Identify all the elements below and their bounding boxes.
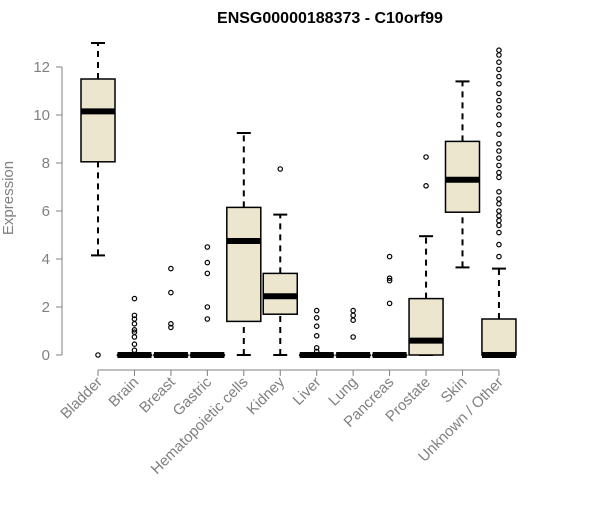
box-gastric bbox=[190, 245, 224, 356]
outlier-point bbox=[497, 142, 501, 146]
outlier-point bbox=[315, 324, 319, 328]
outlier-point bbox=[387, 254, 391, 258]
outlier-point bbox=[96, 353, 100, 357]
outlier-point bbox=[497, 106, 501, 110]
outlier-point bbox=[205, 271, 209, 275]
outlier-point bbox=[497, 214, 501, 218]
box-hematopoietic-cells bbox=[227, 133, 261, 355]
y-tick-label: 12 bbox=[33, 59, 50, 76]
box-pancreas bbox=[373, 254, 407, 355]
outlier-point bbox=[497, 132, 501, 136]
box-lung bbox=[336, 308, 370, 355]
outlier-point bbox=[497, 242, 501, 246]
outlier-point bbox=[497, 230, 501, 234]
outlier-point bbox=[132, 348, 136, 352]
box-unknown-other bbox=[482, 48, 516, 355]
box-bladder bbox=[81, 43, 115, 357]
x-tick-label: Kidney bbox=[244, 373, 289, 418]
box-kidney bbox=[263, 167, 297, 355]
outlier-point bbox=[497, 122, 501, 126]
outlier-point bbox=[205, 260, 209, 264]
y-tick-label: 0 bbox=[42, 347, 50, 364]
outlier-point bbox=[387, 301, 391, 305]
outlier-point bbox=[497, 223, 501, 227]
outlier-point bbox=[497, 175, 501, 179]
outlier-point bbox=[351, 335, 355, 339]
outlier-point bbox=[497, 254, 501, 258]
outlier-point bbox=[424, 184, 428, 188]
outlier-point bbox=[132, 342, 136, 346]
outlier-point bbox=[205, 317, 209, 321]
outlier-point bbox=[497, 98, 501, 102]
box-prostate bbox=[409, 155, 443, 355]
box-iqr bbox=[81, 79, 115, 162]
outlier-point bbox=[497, 60, 501, 64]
y-tick-label: 4 bbox=[42, 251, 50, 268]
outlier-point bbox=[497, 74, 501, 78]
y-axis-label: Expression bbox=[0, 161, 17, 235]
outlier-point bbox=[497, 156, 501, 160]
outlier-point bbox=[497, 48, 501, 52]
outlier-point bbox=[205, 245, 209, 249]
outlier-point bbox=[497, 170, 501, 174]
outlier-point bbox=[351, 313, 355, 317]
x-tick-label: Liver bbox=[290, 374, 325, 409]
chart-title: ENSG00000188373 - C10orf99 bbox=[217, 10, 443, 27]
outlier-point bbox=[132, 335, 136, 339]
outlier-point bbox=[169, 290, 173, 294]
y-tick-label: 8 bbox=[42, 155, 50, 172]
outlier-point bbox=[497, 163, 501, 167]
outlier-point bbox=[497, 209, 501, 213]
outlier-point bbox=[278, 167, 282, 171]
outlier-point bbox=[132, 296, 136, 300]
box-breast bbox=[154, 266, 188, 355]
outlier-point bbox=[497, 91, 501, 95]
outlier-point bbox=[497, 113, 501, 117]
outlier-point bbox=[315, 308, 319, 312]
y-tick-label: 6 bbox=[42, 203, 50, 220]
box-brain bbox=[117, 296, 151, 355]
box-iqr bbox=[446, 141, 480, 212]
outlier-point bbox=[497, 53, 501, 57]
box-iqr bbox=[227, 207, 261, 321]
outlier-point bbox=[497, 82, 501, 86]
x-tick-label: Skin bbox=[438, 374, 471, 407]
outlier-point bbox=[497, 190, 501, 194]
x-tick-label: Bladder bbox=[57, 374, 106, 423]
y-tick-label: 2 bbox=[42, 299, 50, 316]
box-iqr bbox=[482, 319, 516, 355]
box-skin bbox=[446, 81, 480, 267]
outlier-point bbox=[497, 218, 501, 222]
outlier-point bbox=[351, 308, 355, 312]
outlier-point bbox=[497, 67, 501, 71]
outlier-point bbox=[497, 202, 501, 206]
boxplot-chart: ENSG00000188373 - C10orf99 Expression 0 2… bbox=[0, 0, 600, 500]
outlier-point bbox=[315, 334, 319, 338]
outlier-point bbox=[497, 149, 501, 153]
box-iqr bbox=[409, 299, 443, 355]
outlier-point bbox=[424, 155, 428, 159]
outlier-point bbox=[169, 266, 173, 270]
outlier-point bbox=[205, 305, 209, 309]
outlier-point bbox=[497, 197, 501, 201]
box-liver bbox=[300, 308, 334, 355]
outlier-point bbox=[315, 316, 319, 320]
outlier-point bbox=[351, 318, 355, 322]
y-tick-label: 10 bbox=[33, 107, 50, 124]
outlier-point bbox=[132, 322, 136, 326]
chart-container: ENSG00000188373 - C10orf99 Expression 0 2… bbox=[0, 0, 600, 500]
